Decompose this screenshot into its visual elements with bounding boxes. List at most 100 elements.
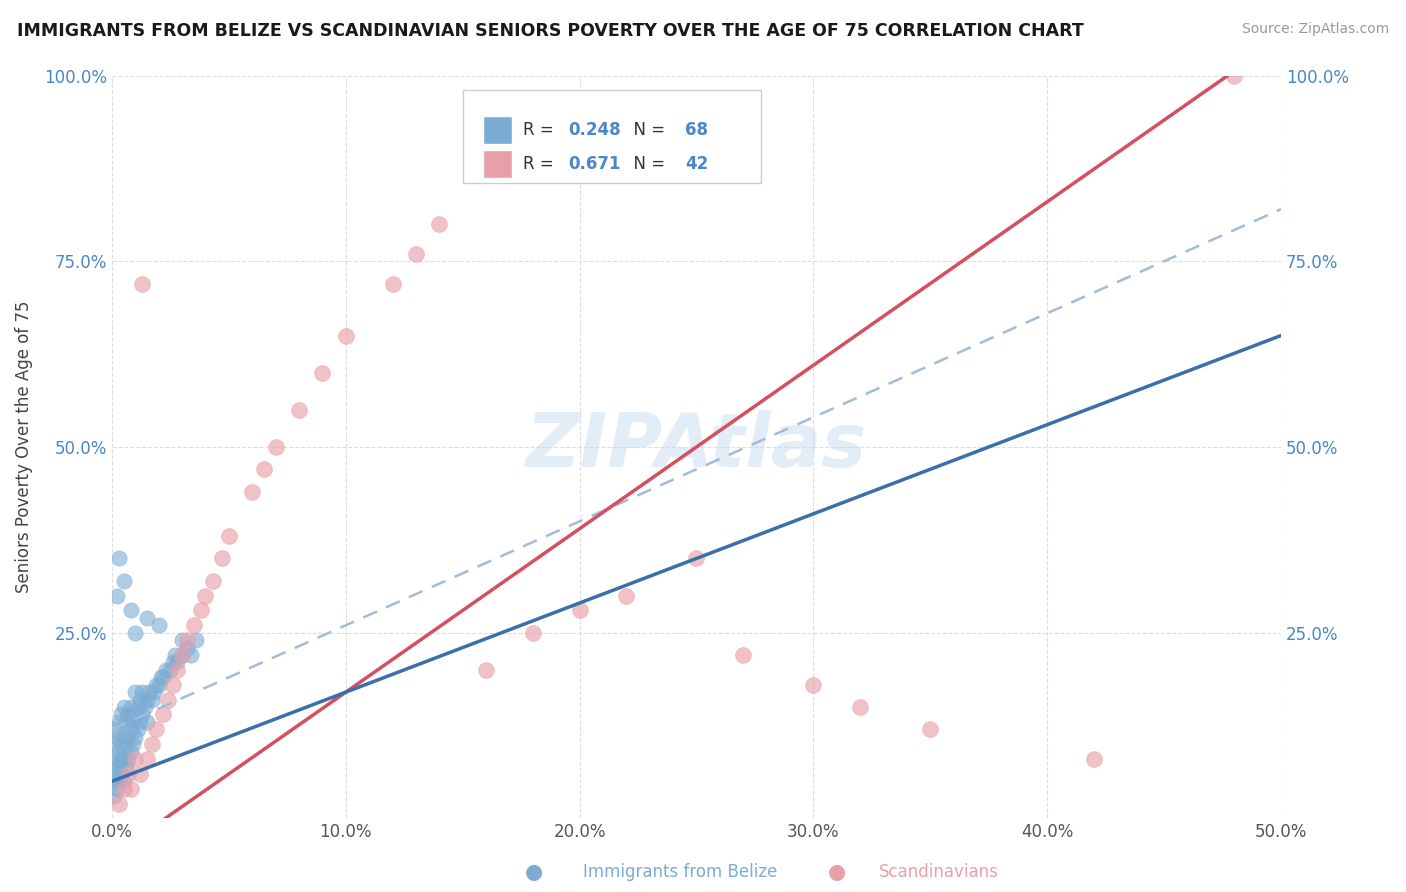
Point xyxy=(381,277,404,291)
Point xyxy=(120,603,142,617)
Point xyxy=(112,752,135,766)
Point xyxy=(136,611,159,625)
Point xyxy=(253,462,276,476)
Point xyxy=(685,551,707,566)
Point xyxy=(129,767,152,781)
Point xyxy=(131,685,153,699)
Point xyxy=(108,759,131,773)
Text: 42: 42 xyxy=(685,155,709,173)
Point xyxy=(124,625,146,640)
Point xyxy=(124,730,146,744)
Point xyxy=(157,692,180,706)
Point xyxy=(131,707,153,722)
Point xyxy=(141,692,163,706)
Point xyxy=(427,217,450,231)
Point xyxy=(172,633,194,648)
Point xyxy=(108,797,131,811)
Point xyxy=(129,692,152,706)
Point xyxy=(155,663,177,677)
Point xyxy=(112,774,135,789)
Point xyxy=(190,603,212,617)
Point xyxy=(148,678,170,692)
Point xyxy=(103,774,125,789)
Text: ●: ● xyxy=(828,863,845,882)
Point xyxy=(568,603,591,617)
Point xyxy=(105,781,128,796)
Point xyxy=(150,670,173,684)
Point xyxy=(112,781,135,796)
Point xyxy=(117,730,139,744)
Point xyxy=(152,707,174,722)
Point xyxy=(405,247,427,261)
Point xyxy=(183,618,205,632)
Point xyxy=(172,648,194,662)
Point xyxy=(211,551,233,566)
Text: Source: ZipAtlas.com: Source: ZipAtlas.com xyxy=(1241,22,1389,37)
Bar xyxy=(482,150,512,178)
Point xyxy=(124,685,146,699)
Point xyxy=(136,752,159,766)
Point xyxy=(136,692,159,706)
Point xyxy=(176,640,198,655)
Point xyxy=(176,633,198,648)
Point xyxy=(1083,752,1105,766)
Point xyxy=(115,759,138,773)
Point xyxy=(201,574,224,588)
Point xyxy=(801,678,824,692)
Point xyxy=(180,648,202,662)
Point xyxy=(108,551,131,566)
Point xyxy=(120,723,142,737)
Point xyxy=(122,737,145,751)
Point xyxy=(103,789,125,804)
Point xyxy=(148,618,170,632)
FancyBboxPatch shape xyxy=(463,90,761,183)
Point xyxy=(124,752,146,766)
Point xyxy=(105,589,128,603)
Point xyxy=(162,678,184,692)
Text: ●: ● xyxy=(526,863,543,882)
Point xyxy=(186,633,208,648)
Point xyxy=(120,781,142,796)
Point xyxy=(141,737,163,751)
Point xyxy=(138,685,160,699)
Point xyxy=(117,752,139,766)
Point xyxy=(162,656,184,670)
Point xyxy=(108,774,131,789)
Point xyxy=(105,730,128,744)
Point xyxy=(105,767,128,781)
Point xyxy=(110,737,132,751)
Text: 0.248: 0.248 xyxy=(568,121,620,139)
Point xyxy=(159,663,181,677)
Bar xyxy=(482,116,512,145)
Point xyxy=(129,714,152,729)
Point xyxy=(120,700,142,714)
Point xyxy=(115,737,138,751)
Point xyxy=(110,767,132,781)
Text: N =: N = xyxy=(623,121,671,139)
Point xyxy=(108,745,131,759)
Point xyxy=(117,767,139,781)
Point xyxy=(124,707,146,722)
Point xyxy=(112,574,135,588)
Point xyxy=(311,366,333,380)
Point xyxy=(335,328,357,343)
Point xyxy=(136,714,159,729)
Point xyxy=(115,714,138,729)
Point xyxy=(166,656,188,670)
Point xyxy=(172,648,194,662)
Point xyxy=(112,730,135,744)
Point xyxy=(166,663,188,677)
Text: N =: N = xyxy=(623,155,671,173)
Point xyxy=(152,670,174,684)
Point xyxy=(127,700,149,714)
Y-axis label: Seniors Poverty Over the Age of 75: Seniors Poverty Over the Age of 75 xyxy=(15,301,32,593)
Text: IMMIGRANTS FROM BELIZE VS SCANDINAVIAN SENIORS POVERTY OVER THE AGE OF 75 CORREL: IMMIGRANTS FROM BELIZE VS SCANDINAVIAN S… xyxy=(17,22,1084,40)
Point xyxy=(131,277,153,291)
Point xyxy=(920,723,942,737)
Point xyxy=(134,700,156,714)
Point xyxy=(120,745,142,759)
Text: R =: R = xyxy=(523,155,560,173)
Point xyxy=(117,707,139,722)
Point xyxy=(165,648,187,662)
Point xyxy=(849,700,872,714)
